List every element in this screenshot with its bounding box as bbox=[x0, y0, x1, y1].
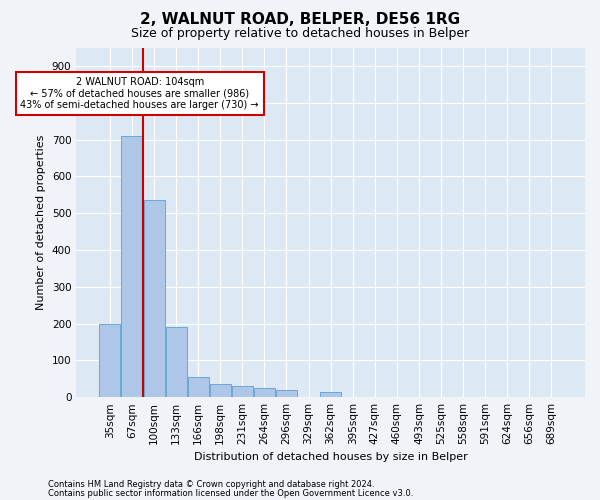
Text: Size of property relative to detached houses in Belper: Size of property relative to detached ho… bbox=[131, 28, 469, 40]
Bar bbox=[121, 136, 142, 397]
Bar bbox=[254, 388, 275, 397]
Bar bbox=[232, 386, 253, 397]
Bar bbox=[276, 390, 297, 397]
Bar bbox=[188, 377, 209, 397]
X-axis label: Distribution of detached houses by size in Belper: Distribution of detached houses by size … bbox=[194, 452, 467, 462]
Bar bbox=[100, 324, 121, 397]
Bar bbox=[210, 384, 231, 397]
Text: Contains public sector information licensed under the Open Government Licence v3: Contains public sector information licen… bbox=[48, 489, 413, 498]
Bar bbox=[166, 327, 187, 397]
Y-axis label: Number of detached properties: Number of detached properties bbox=[36, 134, 46, 310]
Text: 2 WALNUT ROAD: 104sqm
← 57% of detached houses are smaller (986)
43% of semi-det: 2 WALNUT ROAD: 104sqm ← 57% of detached … bbox=[20, 77, 259, 110]
Text: 2, WALNUT ROAD, BELPER, DE56 1RG: 2, WALNUT ROAD, BELPER, DE56 1RG bbox=[140, 12, 460, 28]
Bar bbox=[320, 392, 341, 397]
Bar bbox=[143, 200, 164, 397]
Text: Contains HM Land Registry data © Crown copyright and database right 2024.: Contains HM Land Registry data © Crown c… bbox=[48, 480, 374, 489]
